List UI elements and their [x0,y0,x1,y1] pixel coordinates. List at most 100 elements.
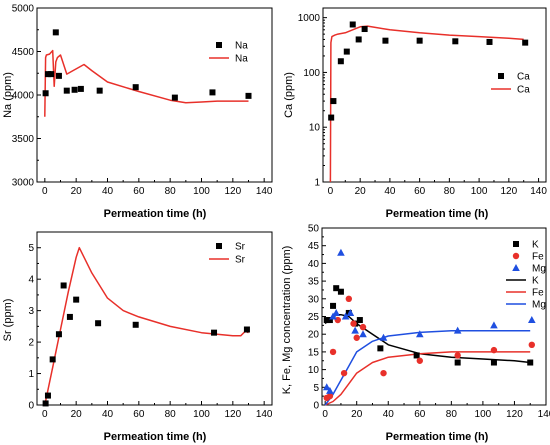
legend-label-ca: Ca [517,72,530,83]
point-k [333,285,340,292]
point-k [490,359,497,366]
point-mg [453,326,462,334]
legend-label-sr: Sr [235,255,246,266]
point-fe [490,346,498,354]
point-fe [380,369,387,377]
point-k [454,359,461,366]
x-tick-label: 120 [224,409,241,420]
point-na [171,94,178,101]
x-tick-label: 140 [256,409,273,420]
point-sr [55,331,62,338]
y-tick-label: 1000 [298,13,321,24]
y-tick-label: 5 [313,383,319,394]
point-ca [486,38,493,45]
panel-ca: Permeation time (h) Ca (ppm) 0 20 40 60 80 10… [283,7,547,220]
point-mg [326,386,334,394]
y-tick-label: 10 [309,123,321,134]
point-mg [337,248,345,256]
y-tick-label: 100 [303,68,320,79]
x-tick-label: 100 [475,409,492,420]
point-fe [454,352,461,359]
x-tick-label: 140 [256,186,273,197]
x-tick-label: 20 [351,409,363,420]
y-tick-label: 3500 [12,134,35,145]
legend-marker-fe [512,252,520,260]
point-fe [528,341,536,349]
point-ca [361,26,368,33]
y-tick-label: 10 [308,365,320,376]
point-sr [49,356,56,363]
point-ca [522,39,529,46]
y-tick-label: 3 [28,306,34,317]
panel-na: Permeation time (h) Na (ppm) 0 20 40 60 80 10… [2,4,273,221]
point-mg [346,308,355,316]
point-sr [95,320,102,327]
y-tick-label: 5 [28,243,34,254]
x-tick-label: 120 [224,186,241,197]
point-fe [353,334,360,341]
point-k [413,352,420,359]
xlabel-na: Permeation time (h) [104,208,207,220]
legend-label-na: Na [235,41,248,52]
point-na [42,90,49,97]
x-tick-label: 0 [322,409,328,420]
x-tick-label: 120 [500,186,517,197]
point-sr [42,400,49,407]
point-fe [345,295,353,302]
point-mg [416,330,424,338]
xlabel-sr: Permeation time (h) [104,431,207,443]
legend-label-mg: Mg [532,300,546,311]
point-k [377,345,384,352]
point-sr [132,321,139,328]
series-line-na [44,49,249,117]
series-line-sr [44,246,249,406]
x-tick-label: 40 [102,409,114,420]
legend-label-sr: Sr [235,242,246,253]
xlabel-kfemg: Permeation time (h) [386,431,489,443]
point-fe [416,357,424,364]
x-tick-label: 60 [414,409,426,420]
x-tick-label: 140 [530,186,547,197]
point-k [326,317,333,324]
x-tick-label: 0 [328,186,334,197]
y-tick-label: 25 [308,312,320,323]
point-ca [328,114,335,121]
point-ca [416,37,423,44]
point-na [55,72,62,79]
y-tick-label: 35 [308,277,320,288]
point-mg [359,330,367,338]
point-ca [337,58,344,65]
point-mg [490,321,498,329]
point-na [77,85,84,92]
legend-label-k: K [532,240,539,251]
x-tick-label: 80 [165,186,177,197]
point-na [209,89,216,96]
y-tick-label: 4000 [12,91,35,102]
point-ca [382,37,389,44]
point-na [71,86,78,93]
legend-label-fe: Fe [532,252,544,263]
ylabel-ca: Ca (ppm) [283,72,295,118]
point-mg [351,326,359,334]
legend-label-ca: Ca [517,85,530,96]
point-mg [329,312,337,320]
point-na [44,71,51,78]
ylabel-na: Na (ppm) [2,72,14,118]
y-tick-label: 1 [314,178,320,189]
y-tick-label: 0 [313,401,319,412]
x-tick-label: 100 [193,409,210,420]
y-tick-label: 15 [308,347,320,358]
point-ca [330,98,337,105]
x-tick-label: 60 [133,186,145,197]
point-mg [379,333,388,341]
legend-label-k: K [532,276,539,287]
x-tick-label: 140 [538,409,550,420]
point-sr [73,296,80,303]
point-sr [66,313,73,320]
legend-marker-sr [216,243,222,249]
legend-marker-na [216,42,222,48]
y-tick-label: 50 [308,224,320,235]
point-fe [359,323,367,331]
y-tick-label: 40 [308,259,320,270]
xlabel-ca: Permeation time (h) [386,208,489,220]
